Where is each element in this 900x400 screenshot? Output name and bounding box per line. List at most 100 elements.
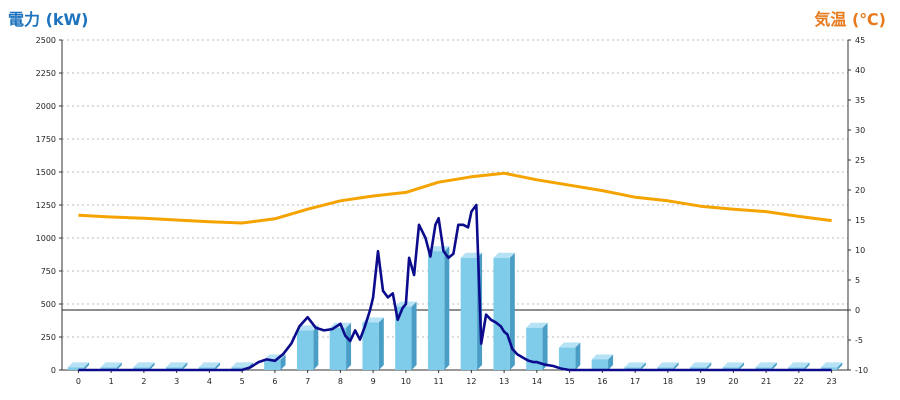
bar-top <box>100 362 122 368</box>
bar <box>526 322 548 370</box>
bar-front <box>689 367 707 370</box>
y-tick-label-left: 2000 <box>36 102 56 111</box>
bar-front <box>460 257 478 370</box>
bar-side <box>608 354 614 370</box>
x-tick-label: 11 <box>434 377 444 386</box>
bar-top <box>165 362 188 368</box>
x-tick-label: 8 <box>338 377 343 386</box>
bar-side <box>509 252 515 370</box>
power-line <box>78 203 832 372</box>
bar-front <box>329 327 347 370</box>
x-tick-label: 12 <box>466 377 476 386</box>
bar <box>67 362 90 370</box>
bar <box>689 362 712 370</box>
bar-side <box>837 362 843 370</box>
bar-front <box>427 251 445 370</box>
x-tick-label: 19 <box>696 377 706 386</box>
x-tick-label: 14 <box>532 377 542 386</box>
y-tick-label-left: 0 <box>51 366 56 375</box>
x-tick-label: 23 <box>827 377 837 386</box>
bar-side <box>280 354 286 370</box>
bar-front <box>133 367 150 370</box>
x-tick-label: 21 <box>761 377 771 386</box>
bar-top <box>493 252 515 258</box>
x-tick-label: 16 <box>597 377 607 386</box>
bar-top <box>788 362 810 368</box>
bar-top <box>558 342 581 348</box>
bar-side <box>804 362 810 370</box>
bar-front <box>591 359 609 370</box>
bar-side <box>542 322 548 370</box>
x-tick-label: 2 <box>141 377 146 386</box>
x-tick-label: 6 <box>272 377 277 386</box>
bar-top <box>624 362 646 368</box>
bar-front <box>624 367 641 370</box>
bar-front <box>198 367 216 370</box>
bar-front <box>165 367 183 370</box>
bar-front <box>362 322 379 370</box>
x-tick-label: 5 <box>240 377 245 386</box>
bar-side <box>149 362 155 370</box>
x-tick-label: 20 <box>728 377 738 386</box>
bar-side <box>673 362 679 370</box>
bar-side <box>706 362 712 370</box>
bar-top <box>689 362 712 368</box>
y-tick-label-left: 2250 <box>36 69 56 78</box>
temperature-line <box>78 171 832 225</box>
y-tick-label-left: 1500 <box>36 168 56 177</box>
bar-front <box>67 367 85 370</box>
bar <box>591 354 614 370</box>
bar-front <box>493 257 510 370</box>
bar-front <box>722 367 740 370</box>
y-tick-label-right: 25 <box>855 156 865 165</box>
y-tick-label-left: 1750 <box>36 135 56 144</box>
bar-top <box>198 362 221 368</box>
bar-side <box>739 362 745 370</box>
bar-front <box>296 330 314 370</box>
bar-side <box>84 362 90 370</box>
x-tick-label: 4 <box>207 377 212 386</box>
bar-side <box>411 301 417 370</box>
bar-top <box>820 362 843 368</box>
x-tick-label: 18 <box>663 377 673 386</box>
bar <box>493 252 515 370</box>
y-tick-label-right: 10 <box>855 246 865 255</box>
y-tick-label-right: 15 <box>855 216 865 225</box>
y-tick-label-left: 1000 <box>36 234 56 243</box>
bar <box>133 362 155 370</box>
y-tick-label-left: 750 <box>41 267 56 276</box>
y-tick-label-right: -10 <box>855 366 868 375</box>
x-tick-label: 3 <box>174 377 179 386</box>
bar-front <box>558 347 576 370</box>
bar <box>755 362 777 370</box>
bar-top <box>133 362 155 368</box>
bar-side <box>640 362 646 370</box>
bar-top <box>722 362 745 368</box>
x-tick-label: 9 <box>371 377 376 386</box>
x-tick-label: 1 <box>109 377 114 386</box>
bar-front <box>788 367 805 370</box>
y-tick-label-left: 250 <box>41 333 56 342</box>
y-tick-label-right: 0 <box>855 306 860 315</box>
bar-top <box>460 252 483 258</box>
bar-front <box>820 367 838 370</box>
bar <box>264 354 286 370</box>
bar-top <box>526 322 548 328</box>
bar-front <box>526 327 543 370</box>
x-tick-label: 0 <box>76 377 81 386</box>
y-tick-label-left: 500 <box>41 300 56 309</box>
bar-top <box>231 362 253 368</box>
x-tick-label: 22 <box>794 377 804 386</box>
y-tick-label-right: 35 <box>855 96 865 105</box>
bar-front <box>100 367 117 370</box>
y-tick-label-right: 20 <box>855 186 865 195</box>
y-tick-label-right: 40 <box>855 66 865 75</box>
bar <box>624 362 646 370</box>
bar-front <box>264 359 281 370</box>
x-tick-label: 15 <box>565 377 575 386</box>
y-tick-label-right: 30 <box>855 126 865 135</box>
bar <box>558 342 581 370</box>
y-axis-title-left: 電力 (kW) <box>8 10 89 29</box>
bar-front <box>231 367 248 370</box>
